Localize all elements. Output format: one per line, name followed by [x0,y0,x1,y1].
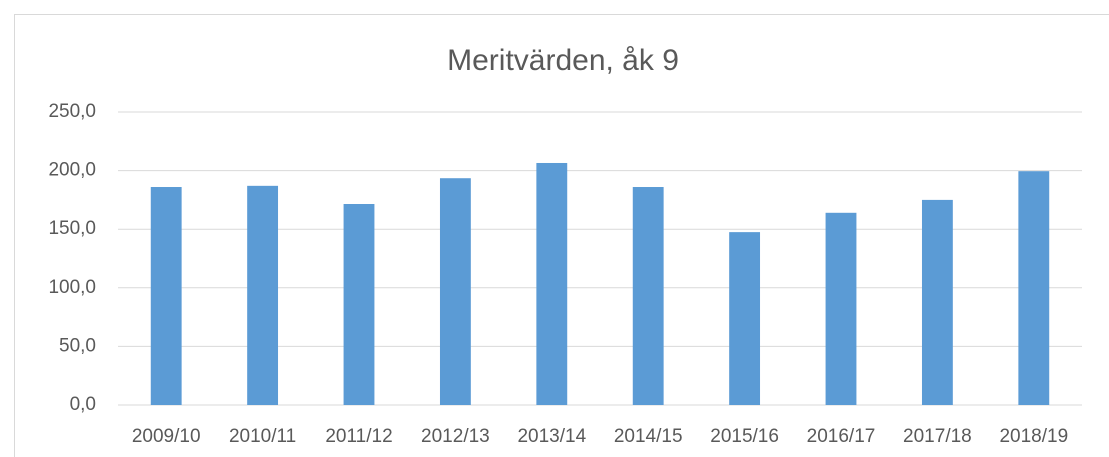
bar [1018,171,1050,405]
bar [632,187,664,405]
x-tick-label: 2009/10 [132,426,201,447]
y-tick-label: 0,0 [70,394,96,415]
y-tick-label: 100,0 [48,277,96,298]
x-tick-label: 2018/19 [999,426,1068,447]
bar [247,185,279,405]
chart-border [14,14,1109,457]
x-tick-label: 2014/15 [614,426,683,447]
y-tick-label: 200,0 [48,160,96,181]
y-tick-label: 50,0 [59,335,96,356]
bar [825,212,857,405]
bar [439,178,471,405]
x-tick-label: 2015/16 [710,426,779,447]
x-tick-label: 2012/13 [421,426,490,447]
y-tick-label: 150,0 [48,218,96,239]
chart-title: Meritvärden, åk 9 [447,44,679,77]
bar [150,187,182,405]
x-tick-label: 2013/14 [517,426,586,447]
bar [536,162,568,405]
bar [921,199,953,405]
x-tick-label: 2017/18 [903,426,972,447]
x-tick-label: 2011/12 [325,426,392,447]
x-tick-label: 2010/11 [229,426,296,447]
y-tick-label: 250,0 [48,101,96,122]
x-tick-label: 2016/17 [807,426,876,447]
bar [343,204,375,405]
bar [729,232,761,405]
